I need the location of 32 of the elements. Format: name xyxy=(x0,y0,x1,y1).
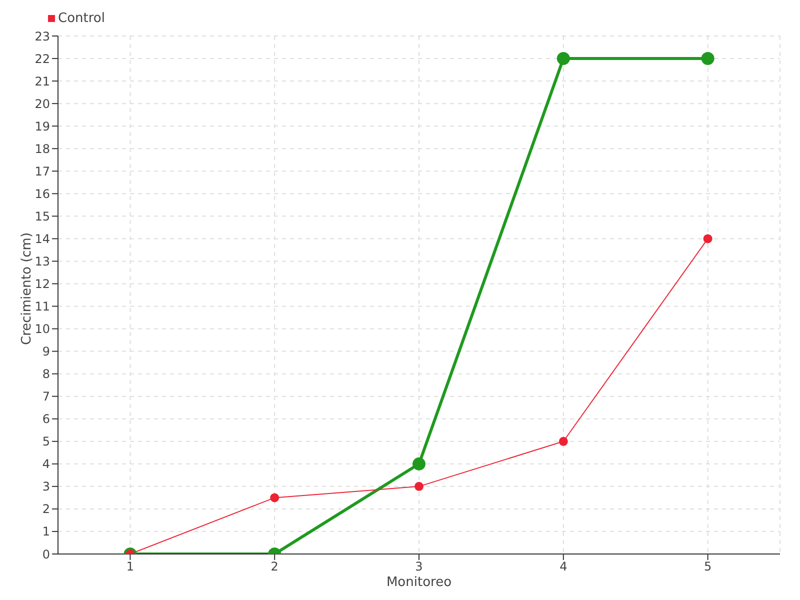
y-tick-label: 19 xyxy=(34,119,50,134)
y-tick-label: 9 xyxy=(42,344,50,359)
y-tick-label: 11 xyxy=(34,300,50,314)
y-axis-title: Crecimiento (cm) xyxy=(20,232,35,345)
y-tick-label: 1 xyxy=(42,524,50,539)
x-tick-label: 3 xyxy=(415,560,423,574)
y-tick-label: 2 xyxy=(42,502,50,516)
y-tick-label: 5 xyxy=(42,434,50,449)
y-tick-label: 12 xyxy=(34,277,50,291)
x-tick-label: 4 xyxy=(560,560,568,574)
y-tick-label: 16 xyxy=(34,186,50,201)
y-tick-label: 18 xyxy=(34,142,50,156)
x-tick-label: 5 xyxy=(704,560,712,574)
y-tick-label: 4 xyxy=(42,457,50,472)
y-tick-label: 20 xyxy=(34,96,50,111)
y-tick-label: 0 xyxy=(42,547,50,562)
y-tick-label: 6 xyxy=(42,412,50,426)
y-tick-label: 3 xyxy=(42,480,50,494)
y-tick-label: 13 xyxy=(34,254,50,268)
y-tick-label: 10 xyxy=(34,322,50,336)
y-tick-label: 15 xyxy=(34,209,50,224)
y-tick-label: 23 xyxy=(34,29,50,44)
y-tick-label: 21 xyxy=(34,74,50,88)
x-axis-title: Monitoreo xyxy=(386,575,452,590)
y-tick-label: 22 xyxy=(34,52,50,66)
y-tick-label: 7 xyxy=(42,390,50,404)
y-tick-label: 8 xyxy=(42,367,50,382)
x-tick-label: 1 xyxy=(126,560,134,574)
y-tick-label: 14 xyxy=(34,232,50,246)
x-tick-label: 2 xyxy=(270,560,278,574)
y-tick-label: 17 xyxy=(34,164,50,178)
legend-label: Control xyxy=(57,10,105,26)
